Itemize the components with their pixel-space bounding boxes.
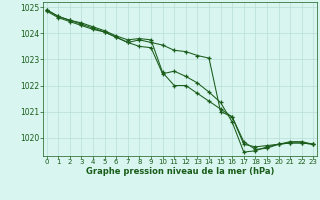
X-axis label: Graphe pression niveau de la mer (hPa): Graphe pression niveau de la mer (hPa) [86, 167, 274, 176]
